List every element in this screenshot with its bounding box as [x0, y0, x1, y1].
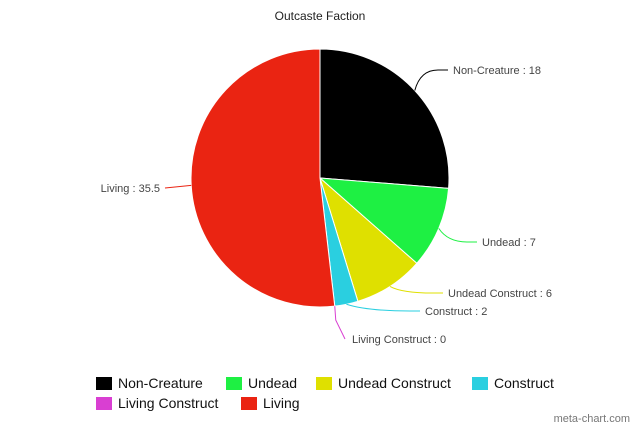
legend-item-non-creature[interactable]: Non-Creature [96, 375, 203, 391]
leader-line-undead [438, 228, 477, 243]
credit-text: meta-chart.com [554, 413, 630, 425]
legend-label: Living Construct [118, 395, 218, 411]
legend-label: Undead [248, 375, 297, 391]
chart-title: Outcaste Faction [275, 9, 366, 23]
data-label-living-construct: Living Construct : 0 [352, 334, 446, 346]
legend-swatch [316, 377, 332, 390]
legend-item-undead-construct[interactable]: Undead Construct [316, 375, 451, 391]
legend-label: Undead Construct [338, 375, 451, 391]
data-label-construct: Construct : 2 [425, 306, 487, 318]
data-labels: Non-Creature : 18 Undead : 7 Undead Constr… [101, 65, 552, 346]
pie-slice-living [190, 48, 336, 308]
legend-swatch [241, 397, 257, 410]
leader-line-construct [346, 303, 420, 312]
legend-item-construct[interactable]: Construct [472, 375, 554, 391]
legend-swatch [472, 377, 488, 390]
leader-line-living [164, 184, 192, 189]
data-label-undead: Undead : 7 [482, 237, 536, 249]
leader-line-undead-construct [389, 285, 443, 294]
data-label-non-creature: Non-Creature : 18 [453, 65, 541, 77]
legend: Non-Creature Undead Undead Construct Constr… [96, 375, 554, 411]
legend-item-undead[interactable]: Undead [226, 375, 297, 391]
legend-label: Non-Creature [118, 375, 203, 391]
legend-swatch [96, 377, 112, 390]
legend-label: Construct [494, 375, 554, 391]
label-leader-lines [164, 69, 477, 340]
legend-swatch [96, 397, 112, 410]
pie-slices [190, 48, 450, 308]
legend-label: Living [263, 395, 300, 411]
data-label-undead-construct: Undead Construct : 6 [448, 288, 552, 300]
leader-line-living-construct [334, 306, 346, 340]
legend-swatch [226, 377, 242, 390]
pie-slice-non-creature [319, 48, 450, 189]
leader-line-non-creature [414, 69, 448, 91]
legend-item-living[interactable]: Living [241, 395, 300, 411]
pie-slice-undead [318, 177, 450, 264]
data-label-living: Living : 35.5 [101, 183, 160, 195]
legend-item-living-construct[interactable]: Living Construct [96, 395, 218, 411]
